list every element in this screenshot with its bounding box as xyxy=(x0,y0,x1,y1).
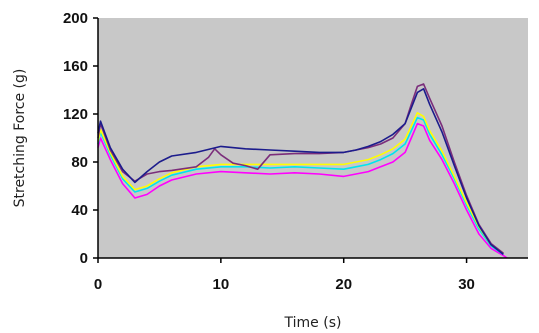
y-tick-label: 120 xyxy=(63,106,88,123)
tick-layer: 0 40 80 120 160 200 0 10 20 30 xyxy=(63,10,475,293)
y-tick-label: 160 xyxy=(63,58,88,75)
y-axis-title: Stretching Force (g) xyxy=(12,69,28,208)
y-tick-label: 0 xyxy=(80,250,88,267)
series-layer xyxy=(97,83,508,259)
y-tick-label: 80 xyxy=(71,154,88,171)
series-line-5 xyxy=(97,88,504,256)
x-tick-label: 10 xyxy=(213,276,230,293)
series-line-4 xyxy=(97,83,504,254)
x-axis-title: Time (s) xyxy=(284,315,342,331)
series-line-1 xyxy=(97,122,508,259)
x-tick-label: 0 xyxy=(94,276,102,293)
y-tick-label: 200 xyxy=(63,10,88,27)
x-tick-label: 30 xyxy=(458,276,475,293)
plot-area-background xyxy=(98,18,528,258)
x-tick-label: 20 xyxy=(335,276,352,293)
series-line-3 xyxy=(97,112,504,254)
series-line-2 xyxy=(97,116,504,256)
y-tick-label: 40 xyxy=(71,202,88,219)
